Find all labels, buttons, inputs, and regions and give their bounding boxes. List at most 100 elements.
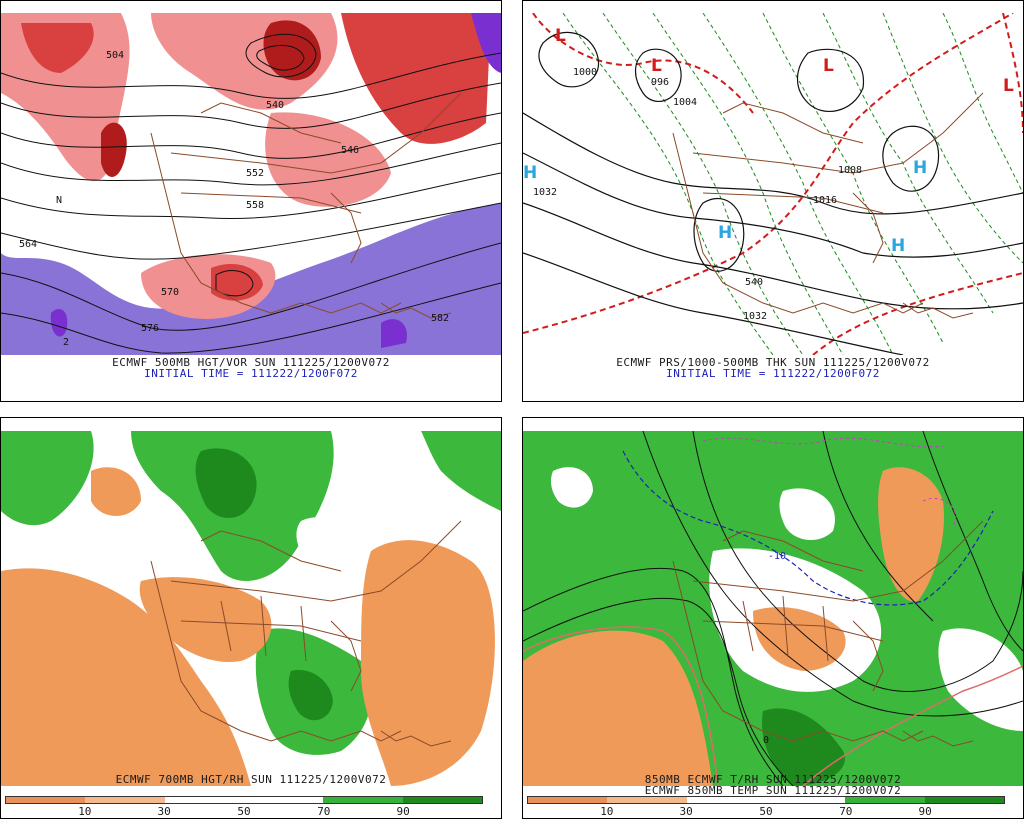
- temperature-contours: [523, 431, 1023, 786]
- low-pressure-marker: L: [1003, 76, 1014, 96]
- moist-area-northwest: [1, 431, 94, 526]
- high-pressure-marker: H: [913, 158, 927, 178]
- geography-outlines: [150, 92, 462, 319]
- map-850mb-temp-rh: -10 0: [523, 431, 1023, 786]
- contour-label: 1004: [673, 97, 697, 108]
- contour-labels: 504 540 546 552 558 564 570 576 582 2 N: [19, 50, 449, 348]
- map-700mb-rh: [1, 431, 501, 786]
- vorticity-min-northeast: [471, 13, 501, 73]
- contour-labels: -10 0: [763, 551, 786, 746]
- colorbar-segment: [323, 797, 403, 803]
- neutral-area-hudson: [296, 517, 351, 570]
- contour-label: 546: [341, 145, 359, 156]
- dry-area-west: [1, 568, 251, 786]
- map-500mb: 504 540 546 552 558 564 570 576 582 2 N: [1, 13, 501, 355]
- geography-outlines: [672, 92, 984, 319]
- colorbar-segment: [686, 797, 766, 803]
- contour-label: 996: [651, 77, 669, 88]
- panel-mslp-thickness: L L L L H H H H 1000 996 1004 1032 1008 …: [522, 0, 1024, 402]
- contour-label: 1016: [813, 195, 837, 206]
- panel-caption-secondary: ECMWF 850MB TEMP SUN 111225/1200V072: [644, 784, 902, 797]
- colorbar-segment: [845, 797, 925, 803]
- dry-area-pacific: [523, 630, 713, 786]
- panel-500mb-height-vorticity: 504 540 546 552 558 564 570 576 582 2 N …: [0, 0, 502, 402]
- colorbar-tick: 90: [396, 805, 410, 818]
- panel-700mb-height-rh: ECMWF 700MB HGT/RH SUN 111225/1200V072 1…: [0, 417, 502, 819]
- vorticity-max-arctic: [263, 20, 321, 81]
- contour-label: 582: [431, 313, 449, 324]
- very-moist-area-canada: [195, 448, 257, 518]
- contour-label: 576: [141, 323, 159, 334]
- dry-area-plains: [139, 577, 272, 662]
- contour-label: 504: [106, 50, 124, 61]
- low-pressure-marker: L: [555, 26, 566, 46]
- colorbar-segment: [402, 797, 482, 803]
- contour-label: 0: [763, 735, 769, 746]
- rh-colorbar: [527, 796, 1005, 804]
- panel-caption: ECMWF 700MB HGT/RH SUN 111225/1200V072: [115, 773, 387, 786]
- contour-label: 540: [266, 100, 284, 111]
- colorbar-tick: 50: [237, 805, 251, 818]
- contour-label: -10: [768, 551, 786, 562]
- colorbar-ticks: 10 30 50 70 90: [5, 806, 483, 818]
- geography-outlines: [150, 520, 462, 747]
- geography-outlines: [672, 520, 984, 747]
- contour-label: N: [56, 195, 62, 206]
- contour-label: 564: [19, 239, 37, 250]
- map-mslp-thickness: L L L L H H H H 1000 996 1004 1032 1008 …: [523, 13, 1023, 355]
- contour-label: 540: [745, 277, 763, 288]
- colorbar-tick: 10: [78, 805, 92, 818]
- rh-colorbar: [5, 796, 483, 804]
- vorticity-area-atlantic: [341, 13, 491, 144]
- moist-area-northeast: [421, 431, 501, 511]
- contour-labels: 1000 996 1004 1032 1008 1016 540 1032: [533, 67, 862, 322]
- colorbar-segment: [85, 797, 165, 803]
- vorticity-max-south: [211, 264, 263, 301]
- panel-850mb-temp-rh: -10 0 850MB ECMWF T/RH SUN 111225/1200V0…: [522, 417, 1024, 819]
- panel-caption: ECMWF 500MB HGT/VOR SUN 111225/1200V072: [112, 356, 390, 369]
- warm-isotherm: [523, 626, 1023, 786]
- vorticity-min-caribbean: [381, 319, 407, 348]
- contour-label: 2: [63, 337, 69, 348]
- contour-label: 552: [246, 168, 264, 179]
- colorbar-tick: 30: [679, 805, 693, 818]
- isobars: [523, 31, 1023, 355]
- colorbar-tick: 90: [918, 805, 932, 818]
- vorticity-max-gulf: [101, 122, 127, 177]
- initial-time-caption: INITIAL TIME = 111222/1200F072: [144, 367, 358, 380]
- colorbar-segment: [164, 797, 244, 803]
- panel-caption: ECMWF PRS/1000-500MB THK SUN 111225/1200…: [616, 356, 930, 369]
- contour-label: 558: [246, 200, 264, 211]
- vorticity-min-pacific: [50, 309, 68, 337]
- contour-label: 1000: [573, 67, 597, 78]
- colorbar-tick: 70: [839, 805, 853, 818]
- colorbar-segment: [243, 797, 324, 803]
- dry-area-atlantic: [361, 540, 495, 786]
- colorbar-segment: [924, 797, 1004, 803]
- contour-label: 1008: [838, 165, 862, 176]
- very-moist-area-gulf: [762, 708, 845, 786]
- high-pressure-marker: H: [891, 236, 905, 256]
- vorticity-max-west: [21, 23, 94, 73]
- colorbar-tick: 10: [600, 805, 614, 818]
- initial-time-caption: INITIAL TIME = 111222/1200F072: [666, 367, 880, 380]
- low-pressure-marker: L: [823, 56, 834, 76]
- colorbar-segment: [765, 797, 846, 803]
- panel-caption: 850MB ECMWF T/RH SUN 111225/1200V072: [644, 773, 902, 786]
- pressure-centers: L L L L H H H H: [523, 26, 1014, 256]
- neutral-area-hudson: [779, 488, 835, 541]
- high-pressure-marker: H: [718, 223, 732, 243]
- neutral-area-bering: [550, 467, 593, 508]
- colorbar-segment: [528, 797, 608, 803]
- colorbar-tick: 70: [317, 805, 331, 818]
- colorbar-tick: 50: [759, 805, 773, 818]
- colorbar-ticks: 10 30 50 70 90: [527, 806, 1005, 818]
- colorbar-segment: [607, 797, 687, 803]
- height-contours: [1, 33, 501, 354]
- contour-label: 1032: [533, 187, 557, 198]
- colorbar-segment: [6, 797, 86, 803]
- low-pressure-marker: L: [651, 56, 662, 76]
- colorbar-tick: 30: [157, 805, 171, 818]
- high-pressure-marker: H: [523, 163, 537, 183]
- cold-isotherm: [702, 437, 957, 527]
